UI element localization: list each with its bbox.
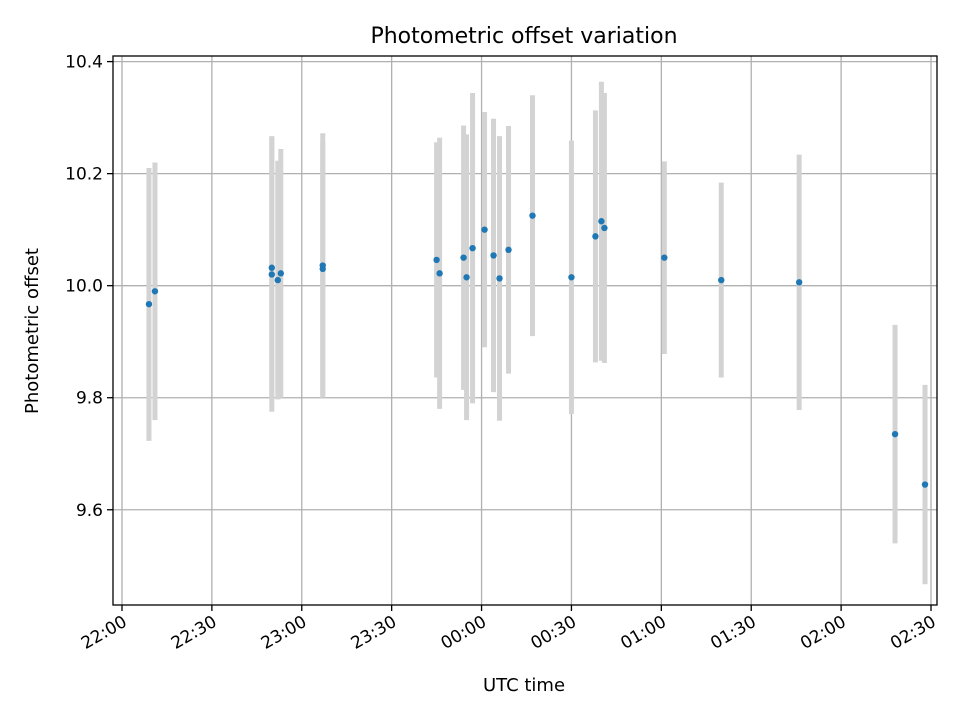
data-point [319,265,326,273]
data-point [268,264,276,271]
data-point [433,256,440,264]
y-axis-label: Photometric offset [22,248,43,414]
data-point [568,274,575,281]
x-tick-label: 23:00 [258,612,310,654]
y-tick-label: 10.2 [65,165,103,185]
data-point [496,275,503,282]
data-point [490,252,497,259]
data-point [592,233,599,240]
plot-frame [112,55,938,606]
x-tick-label: 01:30 [707,612,759,654]
y-tick-label: 10.4 [65,53,103,73]
x-tick-label: 22:30 [168,612,220,654]
grid [113,56,937,605]
data-point [481,226,488,233]
data-point [145,300,153,308]
data-point [601,224,608,232]
data-points [145,212,929,488]
y-tick-label: 9.6 [76,501,103,521]
data-point [268,271,276,278]
data-point [529,212,536,219]
x-tick-label: 22:00 [78,612,130,654]
x-tick-label: 00:00 [438,612,490,654]
y-tick-label: 10.0 [65,277,103,297]
data-point [661,254,668,261]
data-point [460,254,467,261]
x-tick-label: 02:30 [887,612,939,654]
data-point [921,481,929,488]
x-tick-label: 23:30 [348,612,400,654]
data-point [718,276,725,284]
data-point [795,279,803,286]
error-bars [146,81,928,585]
data-point [436,270,443,277]
data-point [151,288,159,295]
data-point [598,218,605,225]
data-point [469,244,476,252]
x-axis-label: UTC time [483,675,565,696]
data-point [277,270,284,277]
axis-ticks: 22:00 22:30 23:00 23:30 00:00 00:30 01:00 01:30… [65,53,939,654]
x-tick-label: 00:30 [528,612,580,654]
x-tick-label: 02:00 [797,612,849,654]
data-point [274,276,281,284]
data-point [891,430,899,438]
data-point [463,274,470,281]
x-tick-label: 01:00 [617,612,669,654]
chart-title: Photometric offset variation [370,24,677,49]
data-point [505,246,512,254]
y-tick-label: 9.8 [76,389,103,409]
